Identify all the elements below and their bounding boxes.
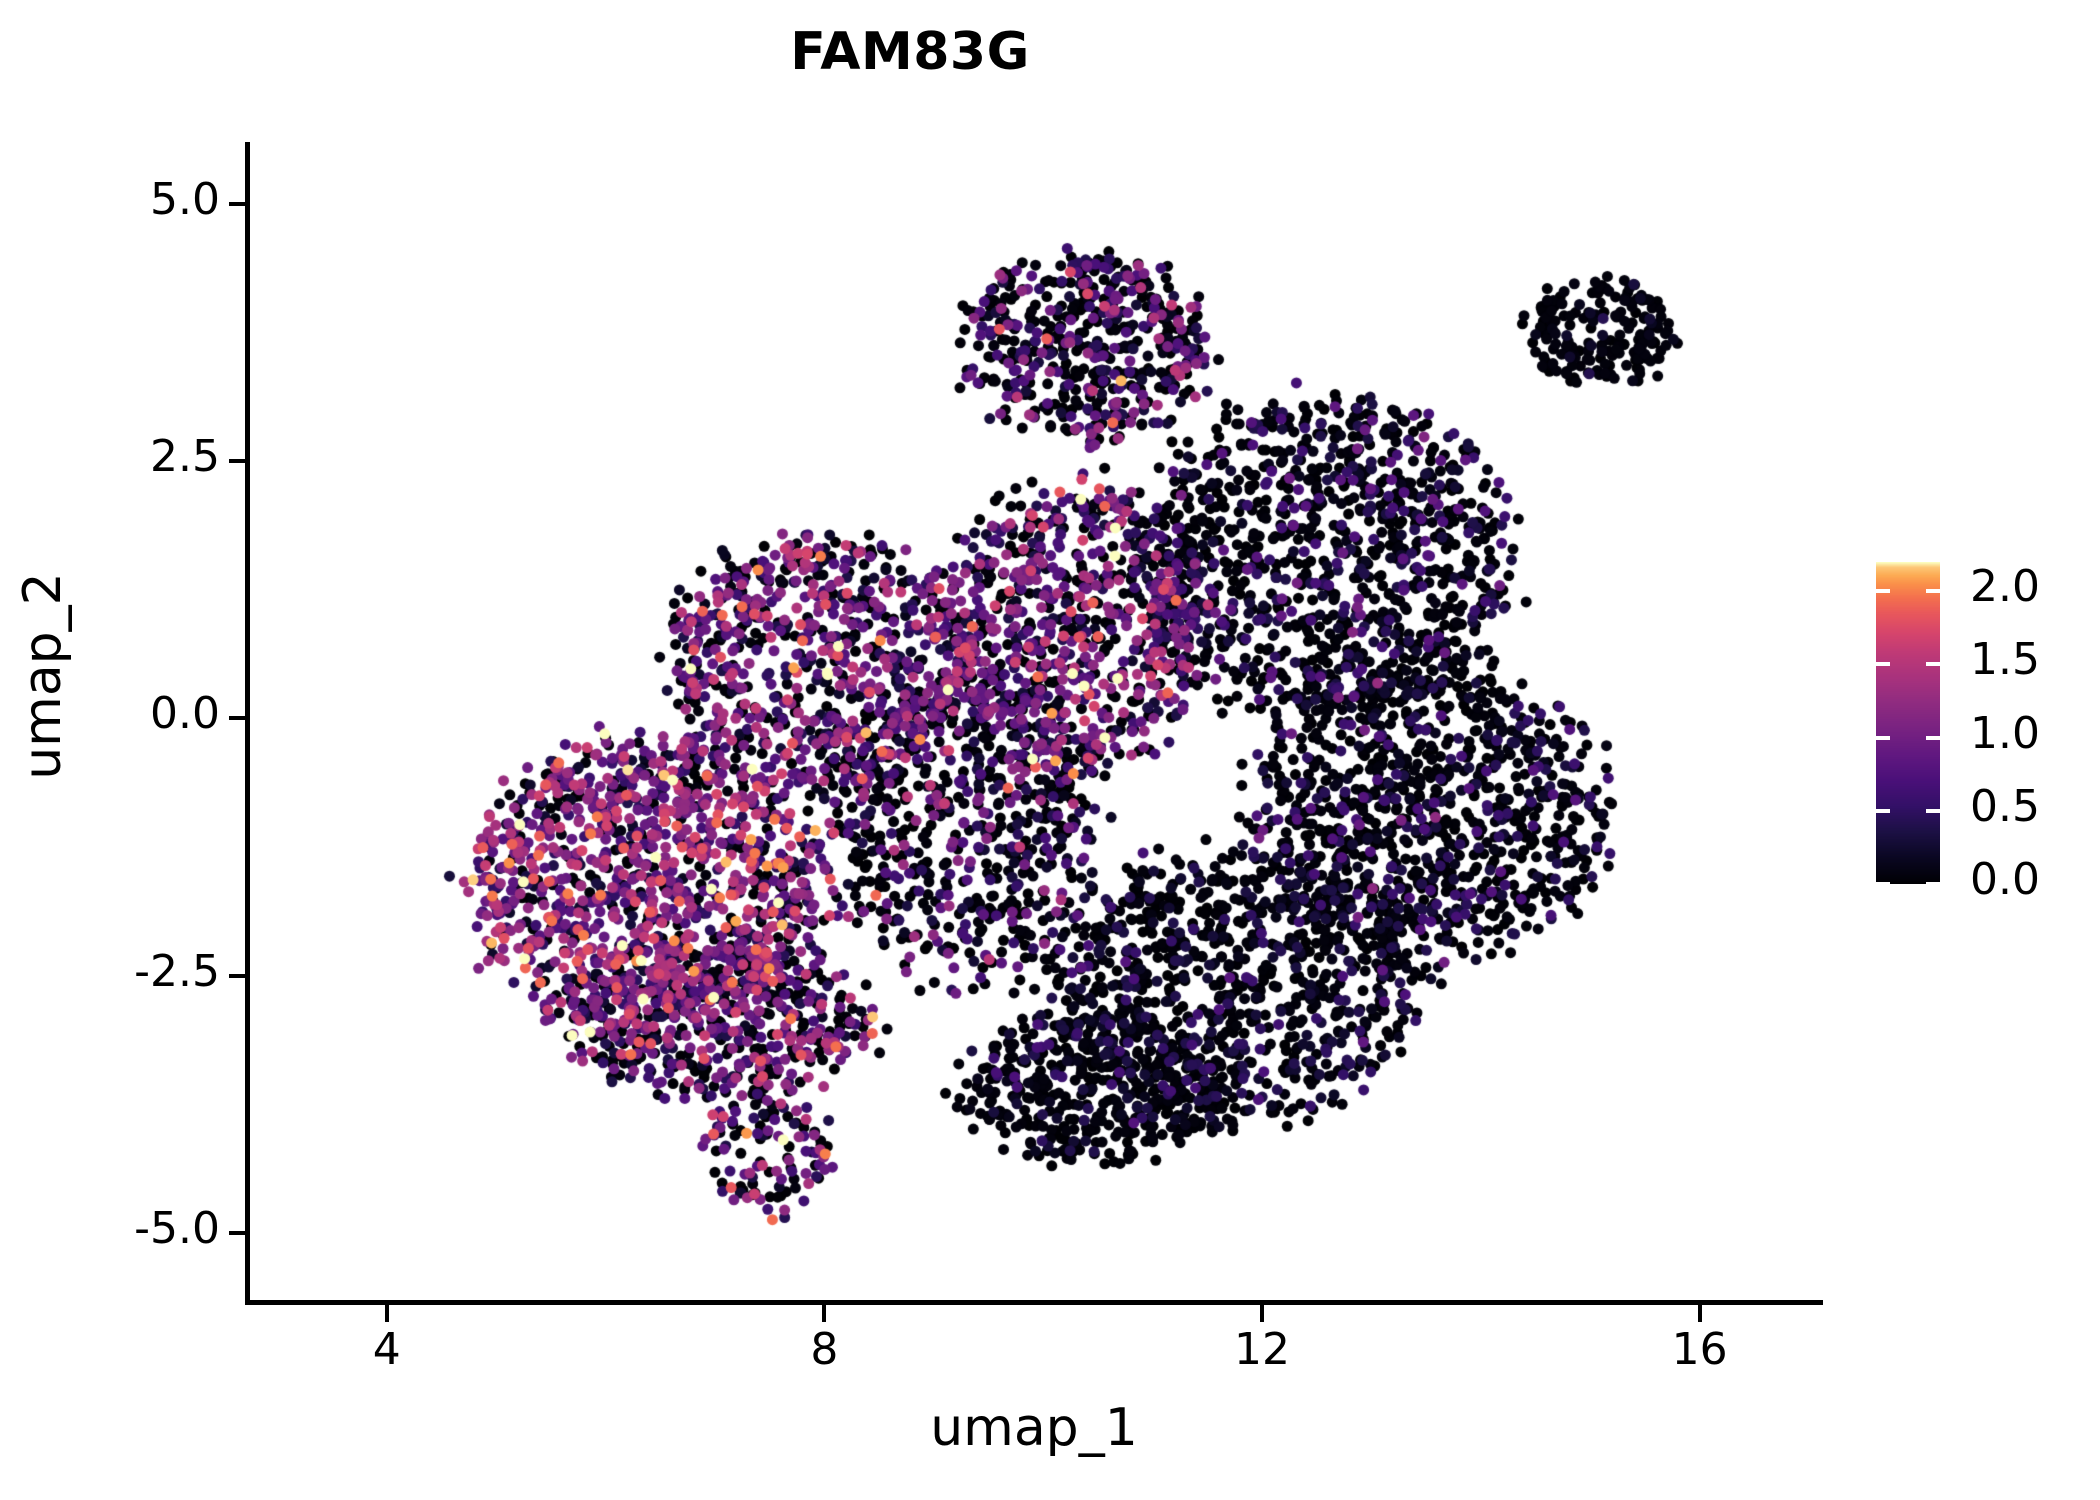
colorbar-tick-label: 0.0: [1970, 854, 2040, 905]
y-tick-mark: [229, 1231, 245, 1236]
x-tick-label: 12: [1234, 1324, 1291, 1375]
y-tick-mark: [229, 201, 245, 206]
y-tick-label: 0.0: [150, 688, 220, 740]
x-axis-label: umap_1: [930, 1398, 1138, 1458]
colorbar-tick-mark: [1876, 882, 1890, 886]
page-title: FAM83G: [790, 22, 1030, 82]
x-tick-label: 16: [1671, 1324, 1728, 1375]
x-tick-label: 4: [372, 1324, 401, 1375]
colorbar-tick-label: 2.0: [1970, 561, 2040, 613]
colorbar[interactable]: 2.0 1.5 1.0 0.5 0.0: [1876, 561, 2076, 905]
colorbar-tick-label: 1.0: [1970, 707, 2040, 759]
y-axis-label: umap_2: [13, 572, 73, 780]
y-axis-spine: [245, 142, 250, 1305]
y-tick-label: -5.0: [134, 1203, 220, 1255]
colorbar-tick-mark: [1876, 662, 1890, 667]
x-tick-mark: [1697, 1305, 1702, 1322]
y-tick-label: 2.5: [150, 431, 220, 483]
scatter-plot: [250, 142, 1820, 1300]
colorbar-tick-mark: [1926, 589, 1940, 594]
colorbar-tick-mark: [1926, 735, 1940, 740]
y-tick-label: 5.0: [150, 173, 220, 225]
y-tick-mark: [229, 973, 245, 978]
colorbar-tick-mark: [1926, 662, 1940, 667]
colorbar-gradient: [1876, 562, 1940, 884]
x-tick-mark: [822, 1305, 827, 1322]
colorbar-tick-mark: [1876, 808, 1890, 813]
colorbar-tick-mark: [1876, 589, 1890, 594]
x-tick-mark: [1260, 1305, 1265, 1322]
colorbar-tick-mark: [1926, 808, 1940, 813]
colorbar-tick-mark: [1876, 735, 1890, 740]
colorbar-tick-label: 0.5: [1970, 780, 2040, 832]
x-axis-spine: [245, 1300, 1823, 1305]
y-tick-mark: [229, 716, 245, 721]
x-tick-mark: [384, 1305, 389, 1322]
colorbar-tick-label: 1.5: [1970, 634, 2040, 686]
y-tick-mark: [229, 459, 245, 464]
y-tick-label: -2.5: [134, 945, 220, 997]
x-tick-label: 8: [810, 1324, 839, 1375]
colorbar-tick-mark: [1926, 882, 1940, 886]
